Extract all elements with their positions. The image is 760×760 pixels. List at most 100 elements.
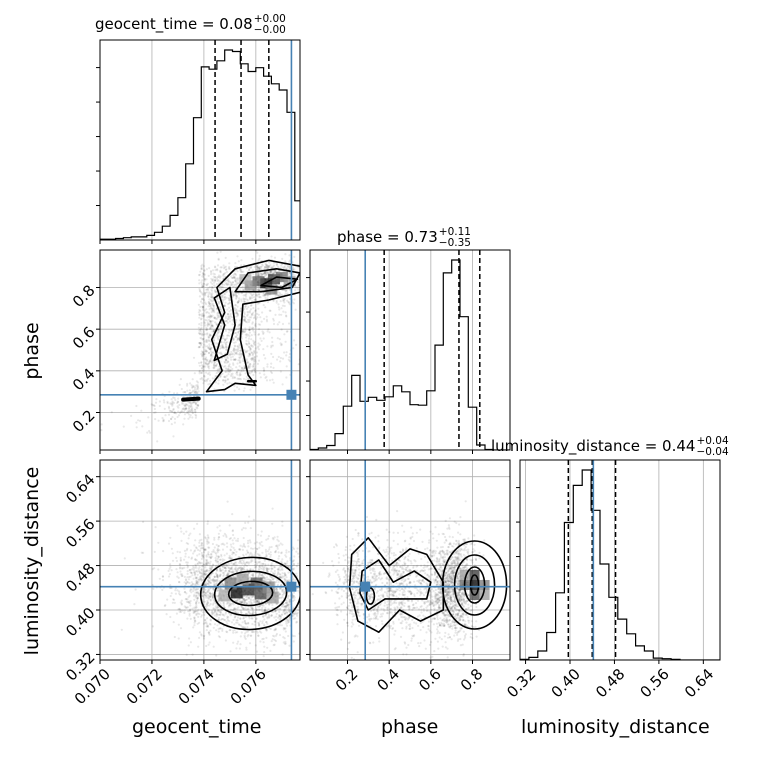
sample-point <box>252 272 255 276</box>
sample-point <box>224 563 227 566</box>
sample-point <box>206 288 209 291</box>
sample-point <box>286 602 289 605</box>
sample-point <box>207 541 210 544</box>
sample-point <box>194 549 197 552</box>
sample-point <box>287 634 290 638</box>
sample-point <box>235 296 238 299</box>
sample-point <box>226 572 229 575</box>
sample-point <box>286 618 289 621</box>
sample-point <box>232 631 235 634</box>
sample-point <box>152 404 155 407</box>
sample-point <box>200 609 203 612</box>
sample-point <box>183 558 186 561</box>
sample-point <box>242 607 245 611</box>
sample-point <box>272 272 275 275</box>
sample-point <box>205 603 208 606</box>
sample-point <box>250 553 253 556</box>
sample-point <box>212 275 215 278</box>
sample-point <box>248 617 251 620</box>
sample-point <box>196 576 199 579</box>
sample-point <box>225 535 228 539</box>
sample-point <box>268 265 271 268</box>
sample-point <box>192 568 195 572</box>
sample-point <box>236 301 239 304</box>
sample-point <box>264 266 267 269</box>
sample-point <box>201 293 204 296</box>
sample-point <box>396 573 400 576</box>
sample-point <box>261 638 264 641</box>
sample-point <box>208 632 211 635</box>
sample-point <box>288 598 291 601</box>
sample-point <box>200 557 203 561</box>
sample-point <box>218 276 222 279</box>
sample-point <box>285 354 288 357</box>
sample-point <box>238 359 241 362</box>
sample-point <box>208 641 211 644</box>
sample-point <box>282 591 285 595</box>
sample-point <box>184 552 187 555</box>
sample-point <box>248 269 251 272</box>
sample-point <box>210 307 213 310</box>
sample-point <box>240 601 243 604</box>
sample-point <box>164 414 167 417</box>
sample-point <box>278 596 281 599</box>
sample-point <box>247 539 250 542</box>
sample-point <box>274 270 277 273</box>
sample-point <box>211 324 214 327</box>
sample-point <box>236 386 239 389</box>
sample-point <box>285 267 288 270</box>
sample-point <box>280 551 283 554</box>
sample-point <box>269 575 272 578</box>
sample-point <box>431 595 434 598</box>
sample-point <box>297 608 300 612</box>
sample-point <box>200 578 203 582</box>
sample-point <box>212 329 215 333</box>
sample-point <box>237 623 241 626</box>
sample-point <box>249 365 252 368</box>
sample-point <box>204 583 208 586</box>
sample-point <box>171 410 174 413</box>
sample-point <box>279 356 282 360</box>
sample-point <box>278 614 281 617</box>
sample-point <box>235 311 238 315</box>
sample-point <box>209 321 212 324</box>
sample-point <box>205 339 208 342</box>
sample-point <box>262 294 265 297</box>
sample-point <box>250 334 253 337</box>
sample-point <box>255 617 258 620</box>
sample-point <box>189 571 192 574</box>
sample-point <box>200 376 203 380</box>
sample-point <box>226 573 229 576</box>
sample-point <box>228 381 231 384</box>
sample-point <box>191 386 194 389</box>
sample-point <box>197 615 200 619</box>
sample-point <box>284 292 287 295</box>
sample-point <box>135 426 138 429</box>
sample-point <box>291 266 295 269</box>
sample-point <box>226 346 229 349</box>
sample-point <box>238 299 241 302</box>
sample-point <box>211 597 214 600</box>
sample-point <box>245 266 249 269</box>
sample-point <box>220 325 223 328</box>
sample-point <box>250 297 253 300</box>
sample-point <box>191 391 194 394</box>
sample-point <box>219 347 222 350</box>
sample-point <box>260 268 263 271</box>
sample-point <box>286 264 289 267</box>
sample-point <box>243 599 246 602</box>
sample-point <box>227 605 230 608</box>
sample-point <box>233 608 236 611</box>
sample-point <box>224 619 227 622</box>
sample-point <box>257 273 260 276</box>
sample-point <box>224 279 228 282</box>
sample-point <box>213 388 216 391</box>
sample-point <box>276 545 279 549</box>
sample-point <box>270 371 273 375</box>
sample-point <box>243 608 246 611</box>
sample-point <box>260 320 263 323</box>
sample-point <box>296 547 299 550</box>
sample-point <box>210 288 213 291</box>
sample-point <box>267 264 270 267</box>
sample-point <box>210 277 213 280</box>
